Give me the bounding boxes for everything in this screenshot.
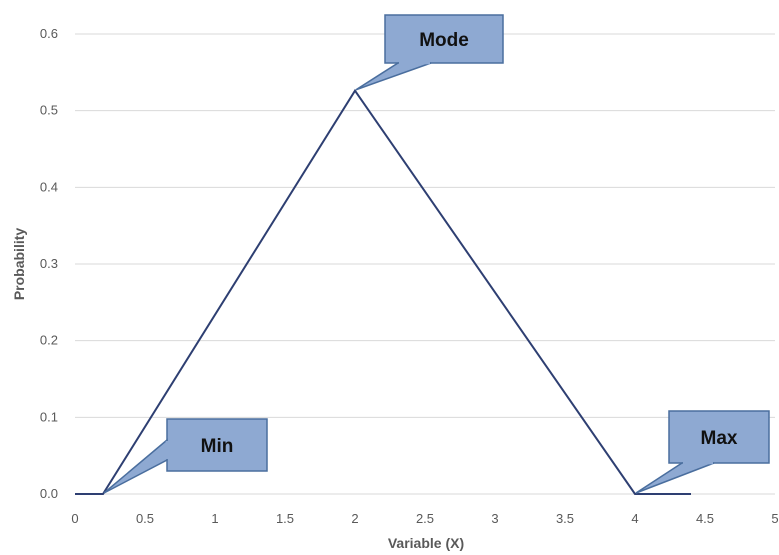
series-lines	[75, 88, 691, 495]
y-tick-label: 0.1	[40, 409, 58, 424]
callouts: Mode Min Max	[103, 14, 770, 494]
callout-max: Max	[635, 410, 770, 494]
x-tick-label: 4	[631, 511, 638, 526]
x-axis-title: Variable (X)	[388, 535, 464, 551]
y-tick-label: 0.0	[40, 486, 58, 501]
callout-box	[668, 410, 770, 464]
y-tick-label: 0.4	[40, 179, 58, 194]
y-tick-label: 0.2	[40, 333, 58, 348]
x-tick-label: 3.5	[556, 511, 574, 526]
callout-pointer	[355, 62, 432, 91]
callout-label: Max	[701, 428, 738, 449]
callout-box	[384, 14, 504, 64]
x-tick-label: 2.5	[416, 511, 434, 526]
x-tick-label: 5	[771, 511, 778, 526]
gridlines	[75, 33, 775, 495]
x-tick-labels: 0 0.5 1 1.5 2 2.5 3 3.5 4 4.5 5	[71, 511, 778, 526]
callout-label: Mode	[419, 30, 469, 51]
y-axis-title: Probability	[11, 228, 27, 301]
x-tick-label: 1	[211, 511, 218, 526]
x-tick-label: 3	[491, 511, 498, 526]
y-tick-label: 0.3	[40, 256, 58, 271]
callout-label: Min	[201, 436, 234, 457]
callout-pointer	[103, 438, 168, 494]
y-tick-label: 0.5	[40, 103, 58, 118]
x-tick-label: 0	[71, 511, 78, 526]
callout-mode: Mode	[355, 14, 504, 91]
x-tick-label: 2	[351, 511, 358, 526]
callout-pointer	[635, 462, 715, 494]
x-tick-label: 0.5	[136, 511, 154, 526]
x-tick-label: 4.5	[696, 511, 714, 526]
y-tick-labels: 0.0 0.1 0.2 0.3 0.4 0.5 0.6	[40, 26, 58, 501]
y-tick-label: 0.6	[40, 26, 58, 41]
x-tick-label: 1.5	[276, 511, 294, 526]
series-line	[75, 88, 691, 495]
callout-min: Min	[103, 418, 268, 494]
